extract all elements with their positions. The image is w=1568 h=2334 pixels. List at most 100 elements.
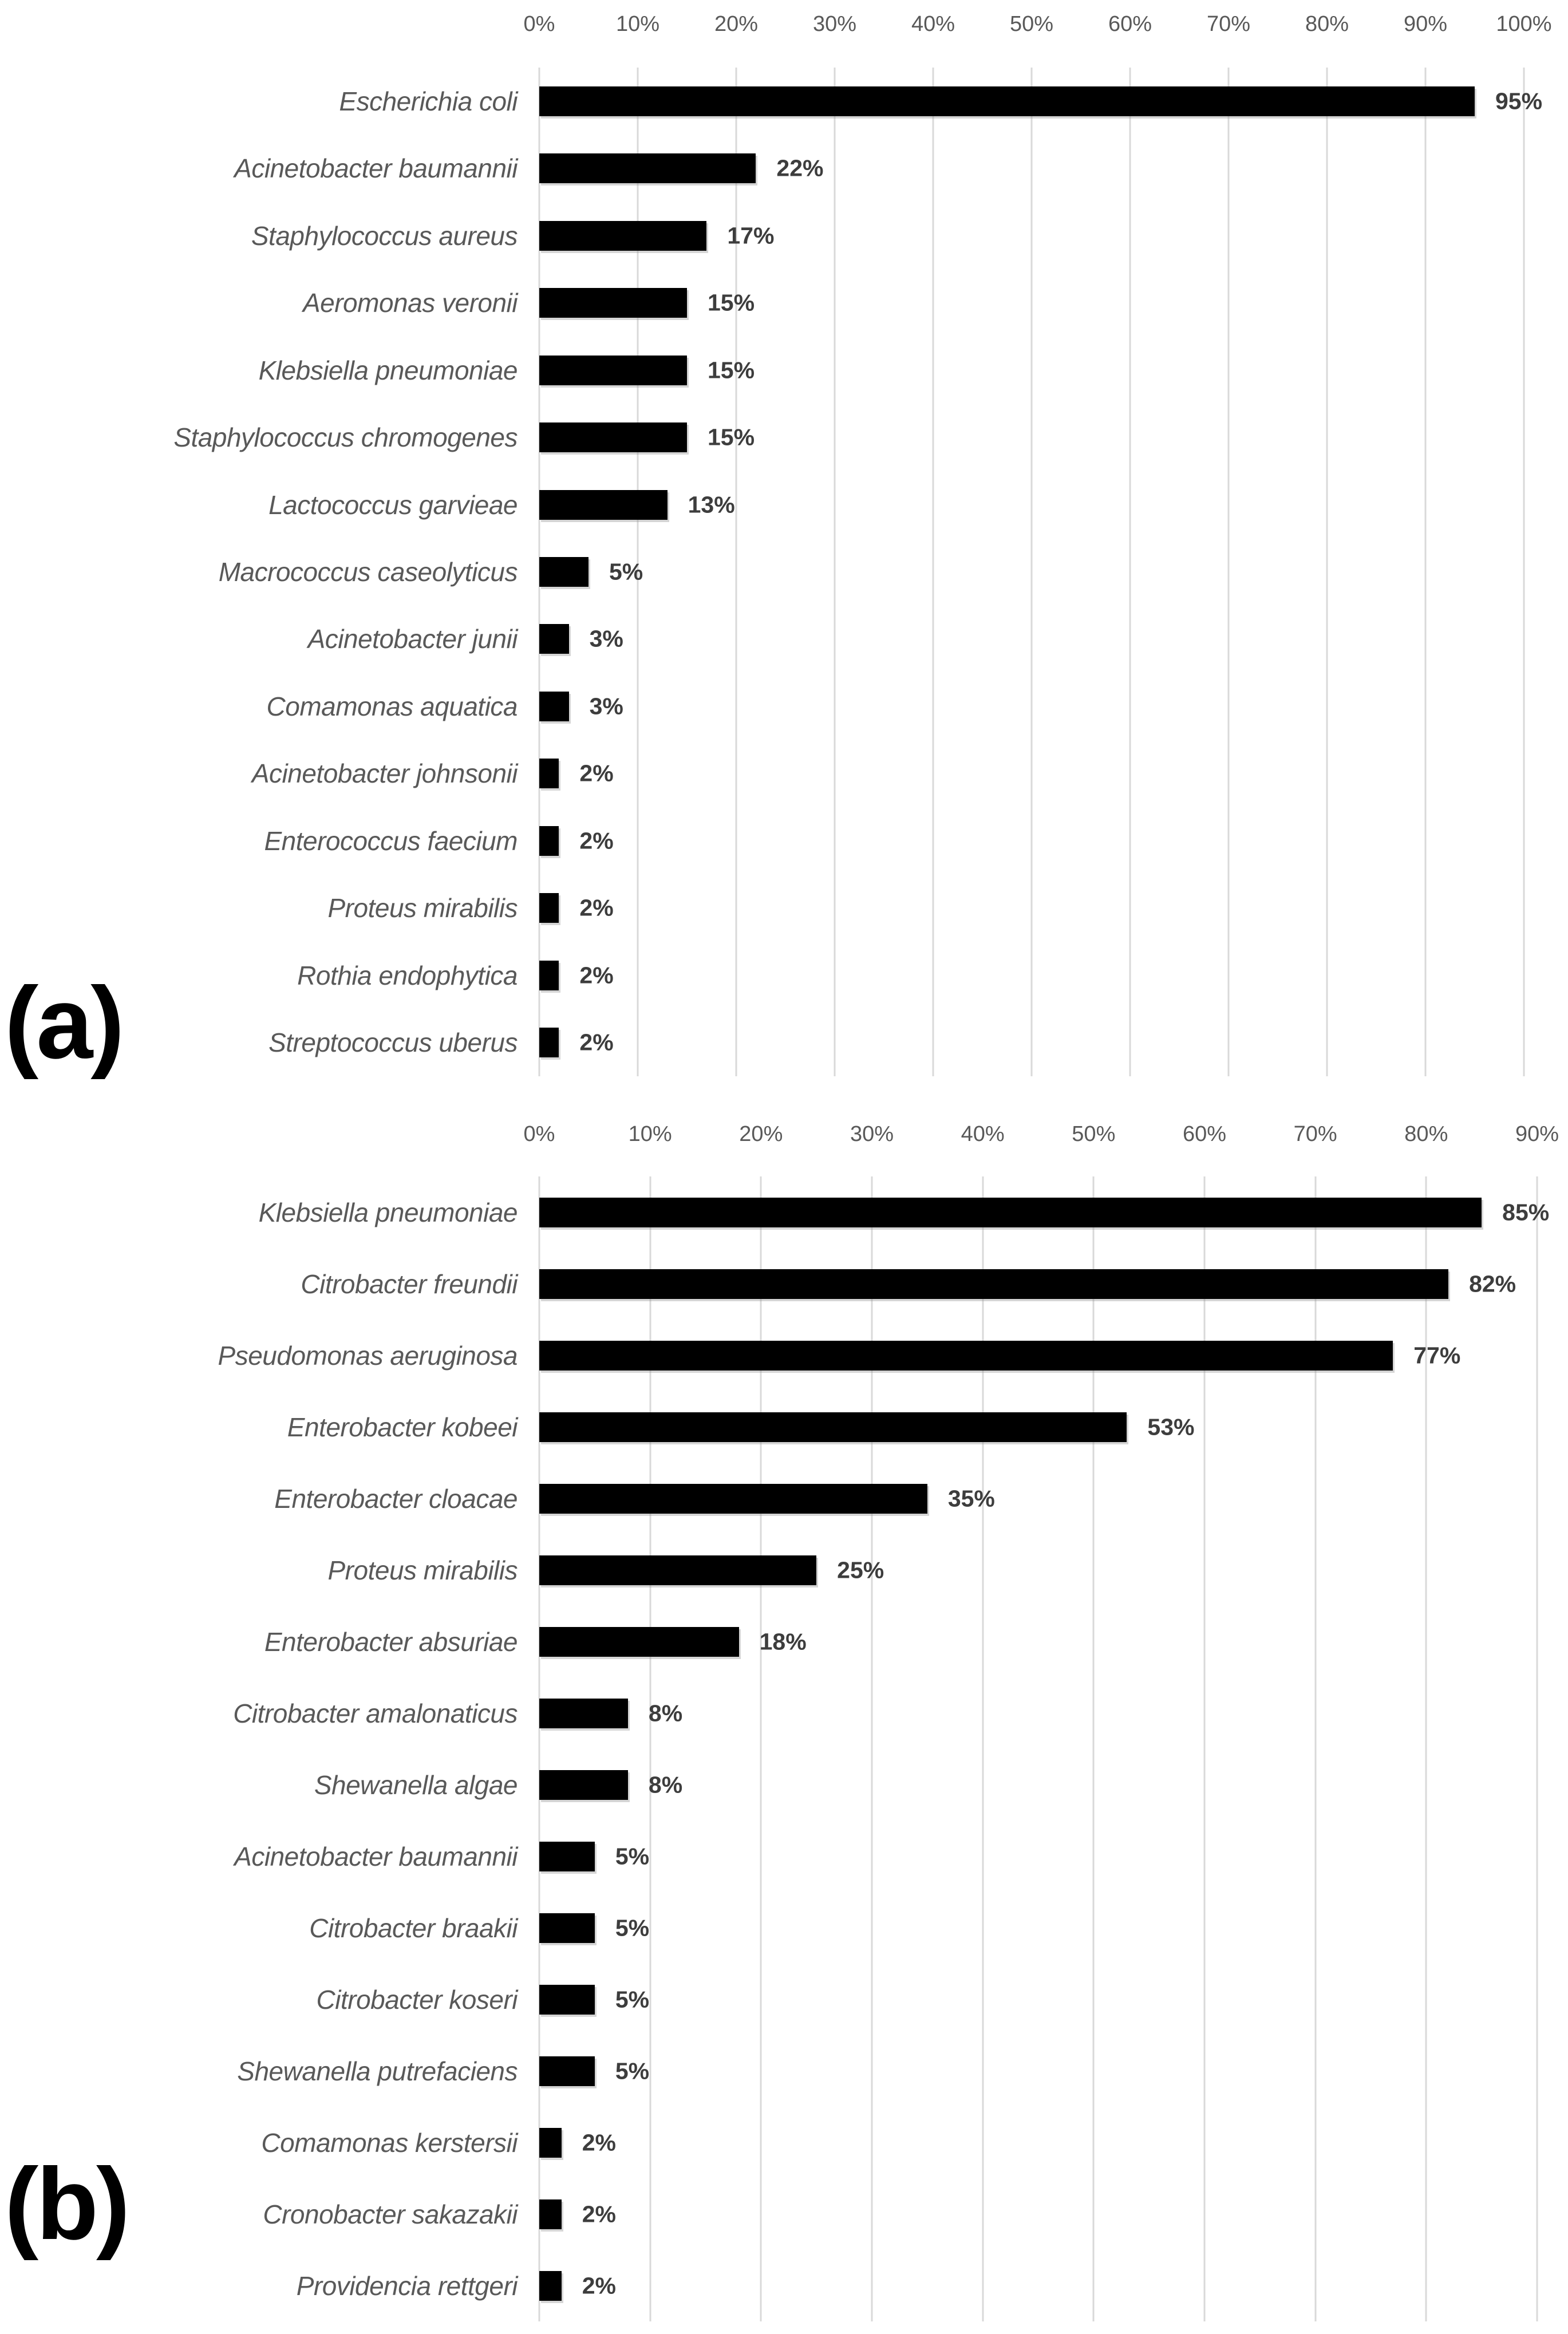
bar-row: Citrobacter koseri 5% xyxy=(317,1964,1537,2035)
category-label: Citrobacter freundii xyxy=(301,1269,518,1299)
value-label: 35% xyxy=(947,1485,995,1511)
category-label: Citrobacter amalonaticus xyxy=(233,1698,518,1728)
value-label: 2% xyxy=(582,2129,616,2155)
bar-row: Enterobacter absuriae 18% xyxy=(264,1606,1537,1677)
bar-row: Comamonas kerstersii 2% xyxy=(261,2107,1537,2178)
bar xyxy=(539,1626,739,1657)
value-label: 5% xyxy=(615,1986,650,2012)
value-label: 53% xyxy=(1147,1413,1195,1440)
x-axis-tick-label: 100% xyxy=(1496,12,1552,36)
bar-row: Staphylococcus aureus 17% xyxy=(251,202,1524,269)
category-label: Enterobacter cloacae xyxy=(274,1483,518,1514)
bar xyxy=(539,2127,562,2158)
bar xyxy=(539,557,589,587)
x-axis-tick-label: 50% xyxy=(1009,12,1054,36)
value-label: 77% xyxy=(1413,1342,1461,1368)
panel-label-a: (a) xyxy=(5,966,125,1080)
category-label: Comamonas kerstersii xyxy=(261,2127,518,2158)
value-label: 2% xyxy=(582,2201,616,2227)
gridline xyxy=(932,68,934,1076)
category-label: Acinetobacter baumannii xyxy=(234,153,518,184)
category-label: Acinetobacter junii xyxy=(307,624,518,654)
bar-rows: Klebsiella pneumoniae 85% Citrobacter freu… xyxy=(218,1176,1549,2321)
bar-row: Klebsiella pneumoniae 85% xyxy=(259,1176,1549,1248)
x-axis-tick-label: 20% xyxy=(714,12,759,36)
category-label: Proteus mirabilis xyxy=(327,1555,518,1585)
x-axis-tick-label: 80% xyxy=(1305,12,1349,36)
x-axis-tick-label: 80% xyxy=(1404,1122,1448,1146)
bar xyxy=(539,1698,628,1728)
bar-row: Providencia rettgeri 2% xyxy=(297,2250,1537,2321)
bar-row: Staphylococcus chromogenes 15% xyxy=(173,404,1524,471)
x-axis-tick-label: 40% xyxy=(961,1122,1005,1146)
gridline xyxy=(1227,68,1230,1076)
bar xyxy=(539,153,756,184)
plot-area: Klebsiella pneumoniae 85% Citrobacter freu… xyxy=(218,1176,1549,2321)
gridline xyxy=(1092,1176,1095,2321)
value-label: 2% xyxy=(579,760,614,787)
category-label: Acinetobacter baumannii xyxy=(234,1841,518,1871)
bar xyxy=(539,86,1475,116)
category-label: Cronobacter sakazakii xyxy=(263,2199,518,2229)
bar-row: Shewanella algae 8% xyxy=(314,1749,1537,1820)
value-label: 2% xyxy=(579,962,614,989)
category-label: Klebsiella pneumoniae xyxy=(258,355,518,385)
category-label: Pseudomonas aeruginosa xyxy=(218,1340,518,1371)
category-label: Rothia endophytica xyxy=(297,960,518,990)
category-label: Escherichia coli xyxy=(339,86,518,116)
category-label: Shewanella putrefaciens xyxy=(237,2056,518,2086)
gridline xyxy=(834,68,836,1076)
bar xyxy=(539,288,687,318)
gridline xyxy=(538,1176,540,2321)
gridline xyxy=(1129,68,1131,1076)
value-label: 82% xyxy=(1469,1270,1516,1297)
x-axis-tick-label: 60% xyxy=(1182,1122,1227,1146)
bar-row: Comamonas aquatica 3% xyxy=(267,673,1524,740)
category-label: Klebsiella pneumoniae xyxy=(258,1197,518,1227)
bar xyxy=(539,489,668,520)
gridline xyxy=(735,68,737,1076)
gridline xyxy=(760,1176,762,2321)
value-label: 18% xyxy=(759,1628,807,1654)
bar-rows: Escherichia coli 95% Acinetobacter baumann… xyxy=(173,68,1542,1076)
gridline xyxy=(649,1176,651,2321)
x-axis-tick-label: 0% xyxy=(523,12,555,36)
bar-row: Enterobacter cloacae 35% xyxy=(274,1463,1537,1534)
x-axis-tick-label: 70% xyxy=(1293,1122,1337,1146)
value-label: 5% xyxy=(609,558,643,585)
value-label: 17% xyxy=(727,222,775,249)
value-label: 8% xyxy=(648,1771,683,1798)
bar xyxy=(539,1555,817,1585)
value-label: 3% xyxy=(589,625,623,652)
bar xyxy=(539,1841,595,1871)
bar xyxy=(539,422,687,453)
value-label: 2% xyxy=(579,1029,614,1056)
x-axis-tick-label: 20% xyxy=(739,1122,783,1146)
bar xyxy=(539,759,559,789)
gridline xyxy=(871,1176,873,2321)
bar-row: Acinetobacter junii 3% xyxy=(308,606,1524,673)
bar xyxy=(539,1412,1127,1442)
value-label: 5% xyxy=(615,1843,650,1869)
bar-row: Shewanella putrefaciens 5% xyxy=(237,2035,1537,2107)
gridline xyxy=(1203,1176,1206,2321)
bar-row: Pseudomonas aeruginosa 77% xyxy=(218,1320,1537,1391)
category-label: Enterococcus faecium xyxy=(264,826,518,856)
gridline xyxy=(1536,1176,1538,2321)
x-axis-tick-label: 30% xyxy=(812,12,857,36)
category-label: Streptococcus uberus xyxy=(268,1028,518,1058)
bar xyxy=(539,355,687,385)
value-label: 25% xyxy=(837,1557,884,1583)
bar xyxy=(539,1770,628,1800)
x-axis-tick-labels: 0% 10% 20% 30% 40% 50% 60% 70% 80% 90% xyxy=(524,1120,1559,1155)
bar xyxy=(539,220,707,251)
x-axis-tick-label: 90% xyxy=(1403,12,1448,36)
bar-row: Citrobacter braakii 5% xyxy=(309,1892,1537,1964)
chart-panel-a: 0% 10% 20% 30% 40% 50% 60% 70% 80% 90% 100% Escher… xyxy=(0,0,1568,1091)
category-label: Lactococcus garvieae xyxy=(268,489,518,520)
plot-area: Escherichia coli 95% Acinetobacter baumann… xyxy=(173,68,1542,1076)
bar xyxy=(539,1197,1482,1227)
category-label: Staphylococcus aureus xyxy=(251,220,518,251)
category-label: Shewanella algae xyxy=(314,1770,518,1800)
bar xyxy=(539,1483,927,1514)
